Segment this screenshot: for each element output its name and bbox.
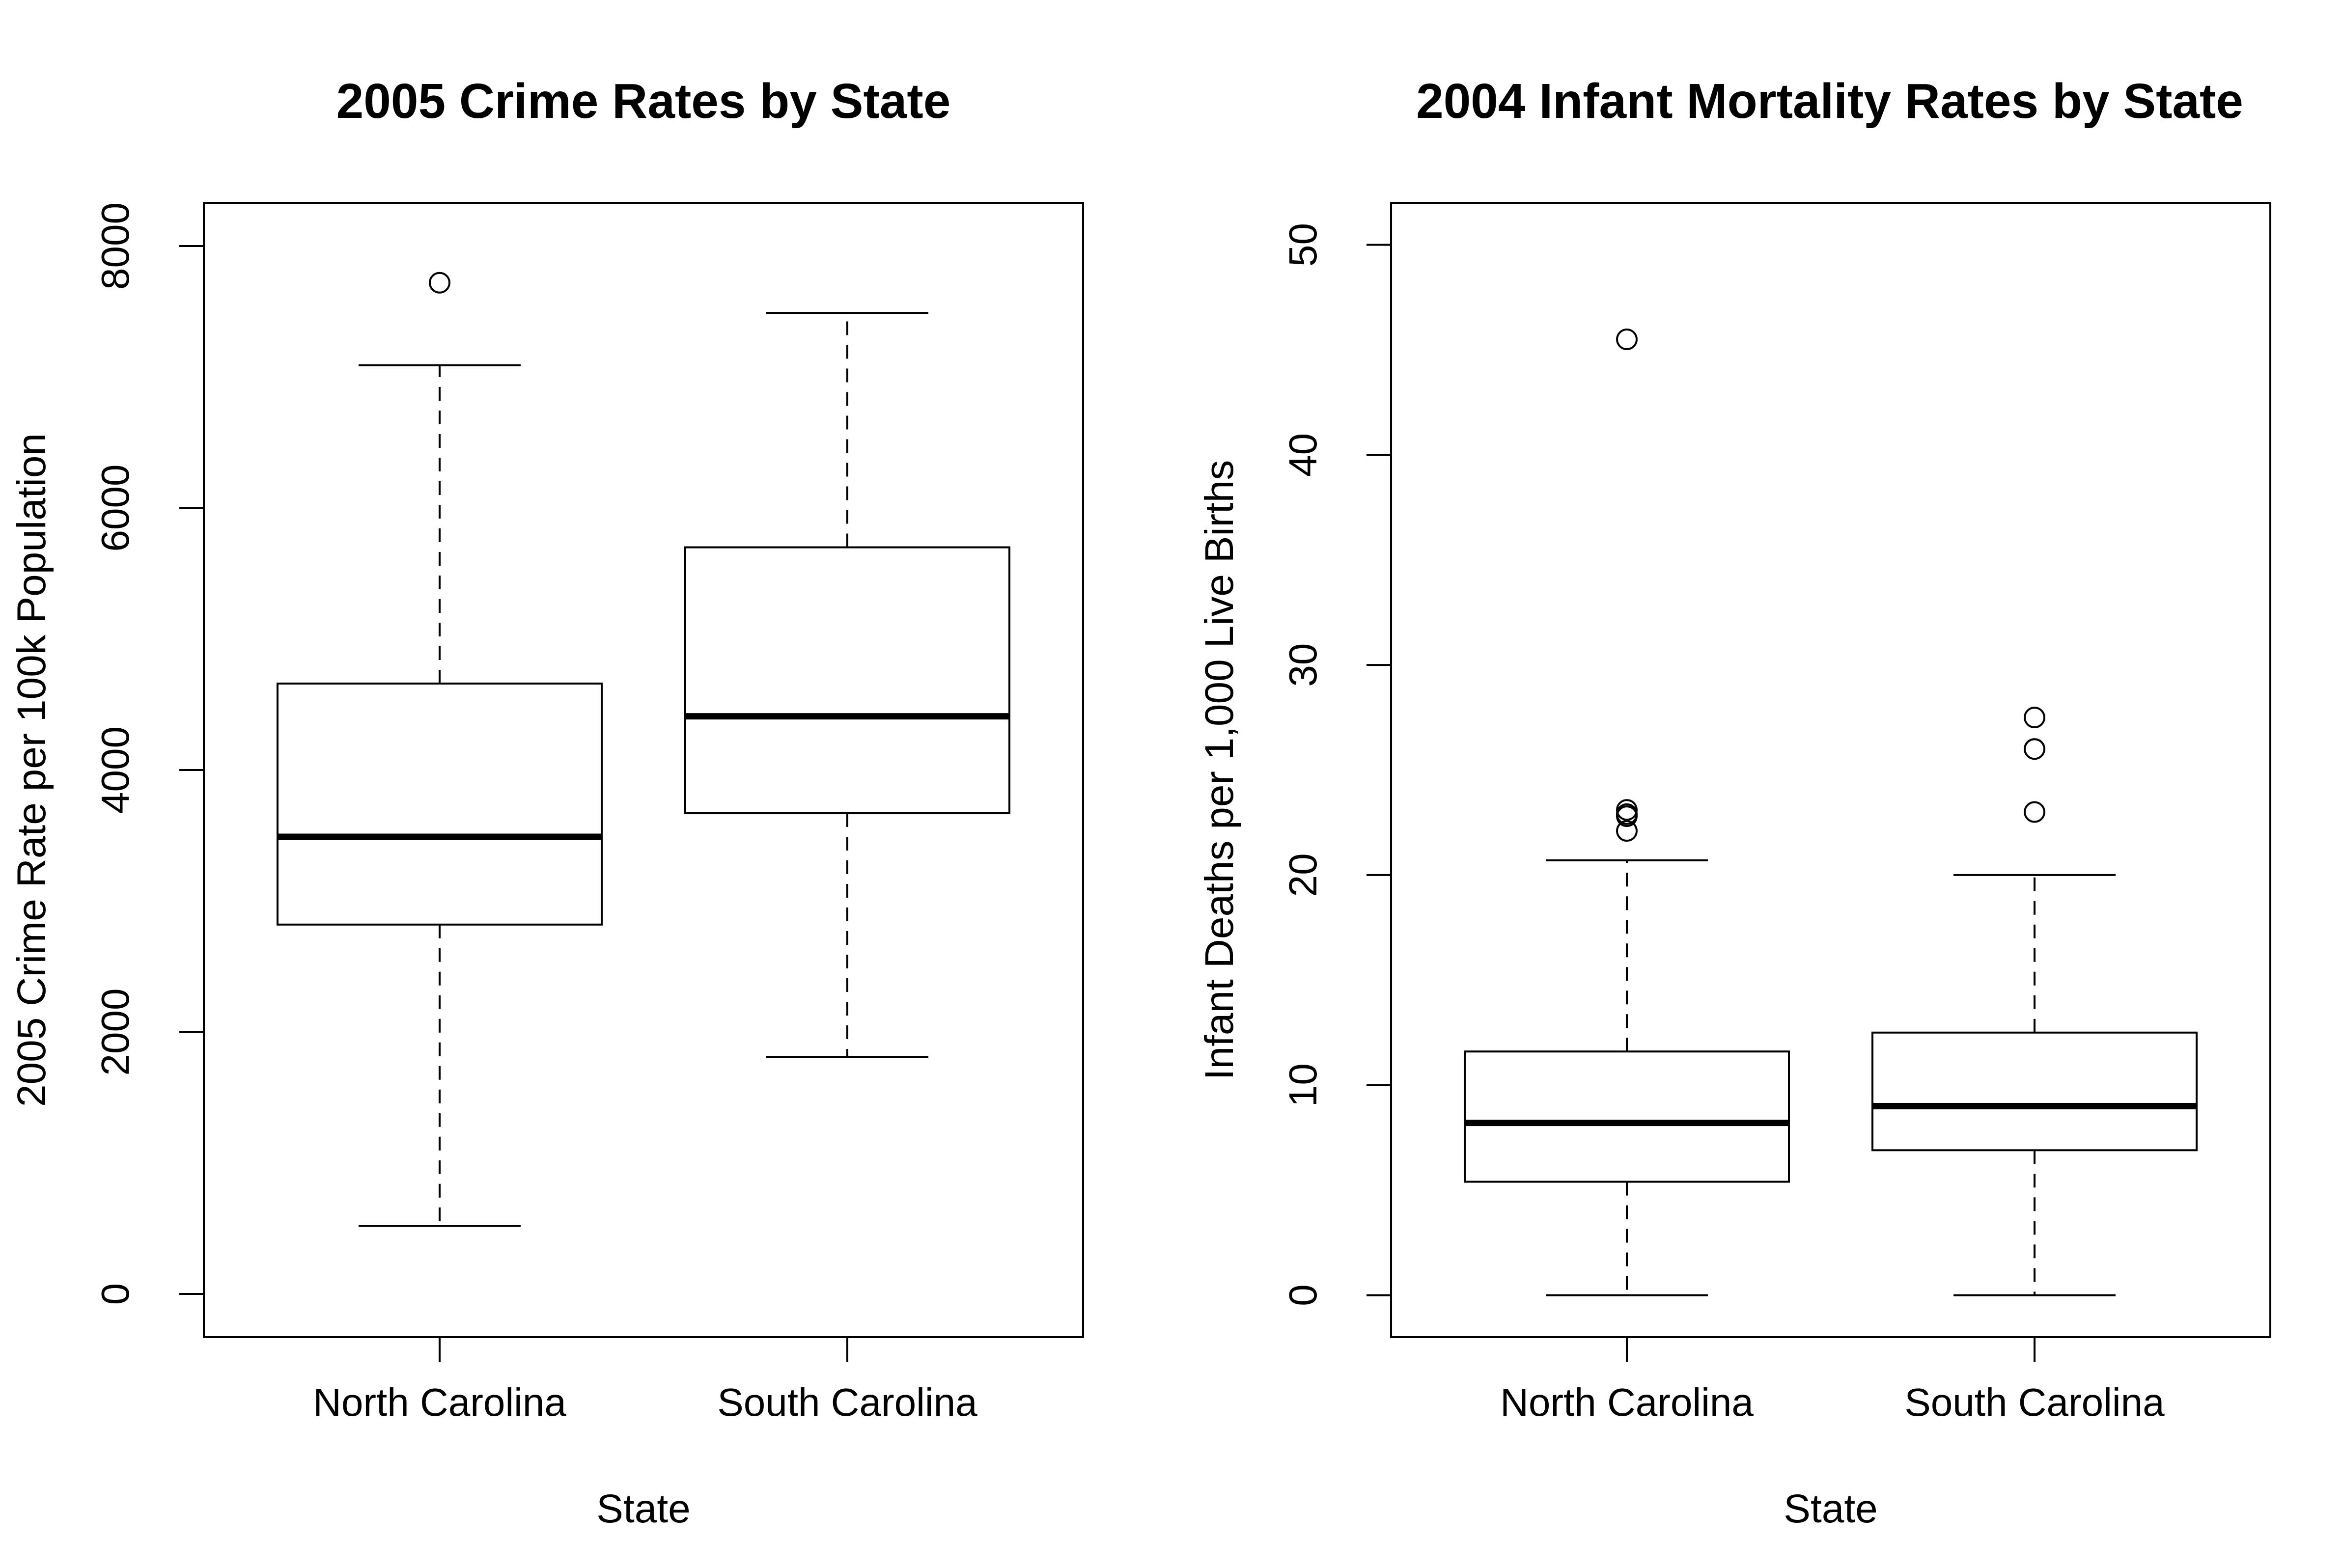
x-tick-label: South Carolina <box>1904 1380 2165 1424</box>
box-south-carolina <box>1871 707 2198 1296</box>
x-axis: North Carolina South Carolina <box>1500 1337 2165 1424</box>
boxes <box>1464 329 2198 1296</box>
infant-mortality-boxplot-panel: 2004 Infant Mortality Rates by State Sta… <box>1197 74 2271 1531</box>
outlier-point <box>1616 805 1638 827</box>
boxes <box>277 272 1010 1227</box>
x-axis: North Carolina South Carolina <box>313 1337 977 1424</box>
box-north-carolina <box>1464 329 1790 1296</box>
chart-title: 2005 Crime Rates by State <box>336 74 951 129</box>
chart-title: 2004 Infant Mortality Rates by State <box>1416 74 2243 129</box>
y-tick-label: 40 <box>1281 433 1325 477</box>
y-tick-label: 6000 <box>93 465 137 552</box>
box-north-carolina <box>277 272 603 1227</box>
y-tick-label: 30 <box>1281 643 1325 687</box>
interquartile-box <box>1871 1031 2198 1152</box>
outlier-point <box>2024 801 2045 823</box>
y-axis: 0 10 20 30 40 50 <box>1281 223 1392 1306</box>
x-tick-label: North Carolina <box>1500 1380 1754 1424</box>
y-tick-label: 0 <box>93 1283 137 1305</box>
y-axis-label: Infant Deaths per 1,000 Live Births <box>1197 460 1242 1080</box>
outlier-point <box>1616 329 1638 351</box>
y-tick-label: 20 <box>1281 853 1325 897</box>
y-tick-label: 2000 <box>93 989 137 1076</box>
y-tick-label: 10 <box>1281 1063 1325 1107</box>
x-tick-label: South Carolina <box>717 1380 977 1424</box>
interquartile-box <box>277 682 603 926</box>
x-axis-label: State <box>596 1486 690 1531</box>
outlier-point <box>2024 738 2045 760</box>
x-axis-label: State <box>1784 1486 1877 1531</box>
outlier-point <box>429 272 450 294</box>
crime-rate-boxplot-panel: 2005 Crime Rates by State State 2005 Cri… <box>9 74 1084 1531</box>
box-south-carolina <box>684 312 1010 1058</box>
y-axis-label: 2005 Crime Rate per 100k Population <box>9 433 54 1107</box>
interquartile-box <box>1464 1050 1790 1183</box>
y-tick-label: 50 <box>1281 223 1325 267</box>
interquartile-box <box>684 546 1010 815</box>
y-tick-label: 0 <box>1281 1284 1325 1306</box>
outlier-point <box>2024 707 2045 729</box>
y-axis: 0 2000 4000 6000 8000 <box>93 202 205 1305</box>
x-tick-label: North Carolina <box>313 1380 566 1424</box>
y-tick-label: 8000 <box>93 202 137 290</box>
outlier-point <box>1616 820 1638 842</box>
y-tick-label: 4000 <box>93 726 137 814</box>
